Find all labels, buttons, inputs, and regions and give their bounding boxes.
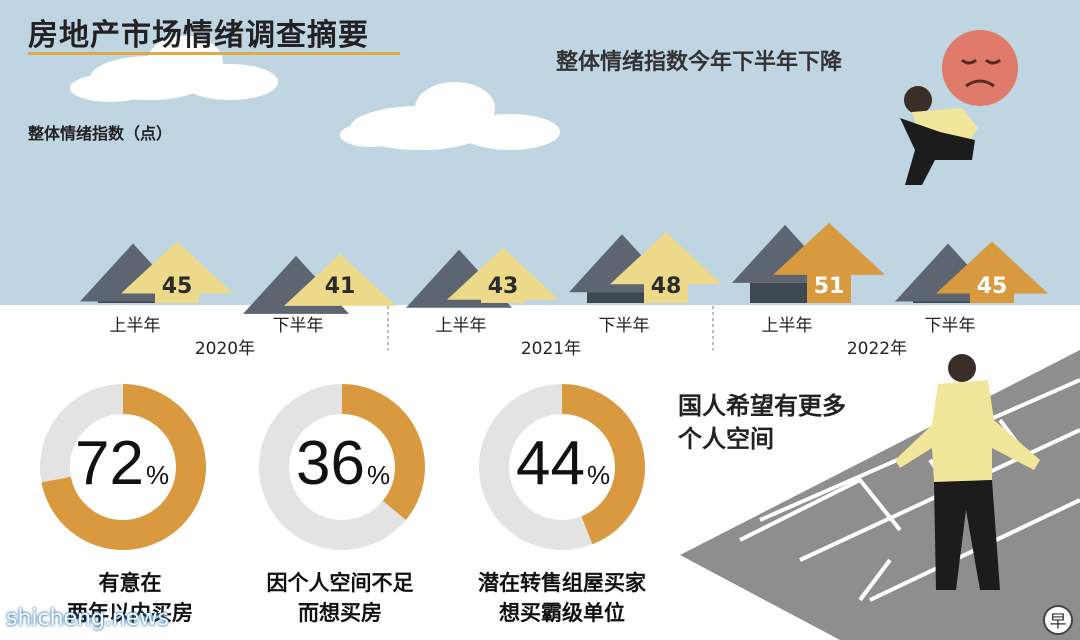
half-year-label: 上半年 bbox=[762, 316, 813, 336]
svg-text:早: 早 bbox=[1050, 612, 1067, 632]
year-label: 2020年 bbox=[195, 339, 255, 359]
half-year-label: 上半年 bbox=[436, 316, 487, 336]
bar-value-label: 43 bbox=[488, 274, 519, 299]
cloud-1 bbox=[70, 36, 278, 102]
publisher-logo: 早 bbox=[1043, 605, 1073, 635]
year-label: 2021年 bbox=[521, 339, 581, 359]
bar-value-label: 45 bbox=[162, 274, 193, 299]
house-wall bbox=[750, 282, 820, 303]
bar-value-label: 48 bbox=[651, 274, 682, 299]
page-title: 房地产市场情绪调查摘要 bbox=[28, 18, 369, 53]
arrow-head bbox=[121, 241, 233, 294]
arrow-shaft bbox=[481, 297, 525, 303]
arrow-shaft bbox=[807, 272, 851, 303]
arrow-shaft bbox=[644, 282, 688, 303]
donut-1-caption: 有意在 两年以内买房 bbox=[67, 571, 193, 625]
sad-face-icon bbox=[942, 30, 1018, 106]
bar-value-label: 41 bbox=[325, 274, 356, 299]
arrow-head bbox=[610, 232, 722, 285]
arrow-head bbox=[773, 222, 885, 275]
sitting-person-figure bbox=[900, 86, 978, 185]
year-label: 2022年 bbox=[847, 339, 907, 359]
donut-2-percent: 36% bbox=[296, 429, 391, 498]
chart-subtitle: 整体情绪指数今年下半年下降 bbox=[556, 50, 843, 75]
cloud-2 bbox=[340, 82, 560, 150]
survey-donut-charts bbox=[40, 384, 645, 550]
donut-3-percent: 44% bbox=[516, 429, 611, 498]
house-wall bbox=[98, 301, 168, 303]
donut-slice bbox=[479, 384, 645, 550]
house-wall bbox=[587, 292, 657, 303]
donut-1-percent: 72% bbox=[75, 429, 170, 498]
standing-person-figure bbox=[895, 354, 1040, 590]
personal-space-note: 国人希望有更多 个人空间 bbox=[678, 392, 846, 453]
donut-slice bbox=[40, 384, 206, 550]
donut-3-caption: 潜在转售组屋买家 想买霸级单位 bbox=[478, 571, 646, 625]
half-year-label: 上半年 bbox=[110, 316, 161, 336]
arrow-shaft bbox=[970, 291, 1014, 303]
title-underline bbox=[28, 52, 400, 55]
half-year-label: 下半年 bbox=[925, 316, 976, 336]
arrow-head bbox=[284, 253, 396, 306]
axis-unit-label: 整体情绪指数（点） bbox=[28, 124, 173, 143]
arrow-head bbox=[936, 241, 1048, 294]
bar-value-label: 45 bbox=[977, 274, 1008, 299]
donut-slice bbox=[259, 384, 425, 550]
arrow-head bbox=[447, 247, 559, 300]
donut-2-caption: 因个人空间不足 而想买房 bbox=[266, 571, 414, 625]
watermark: shicheng.news bbox=[6, 606, 169, 631]
half-year-label: 下半年 bbox=[273, 316, 324, 336]
bar-value-label: 51 bbox=[814, 274, 845, 299]
half-year-label: 下半年 bbox=[599, 316, 650, 336]
arrow-shaft bbox=[155, 291, 199, 303]
house-wall bbox=[913, 301, 983, 303]
